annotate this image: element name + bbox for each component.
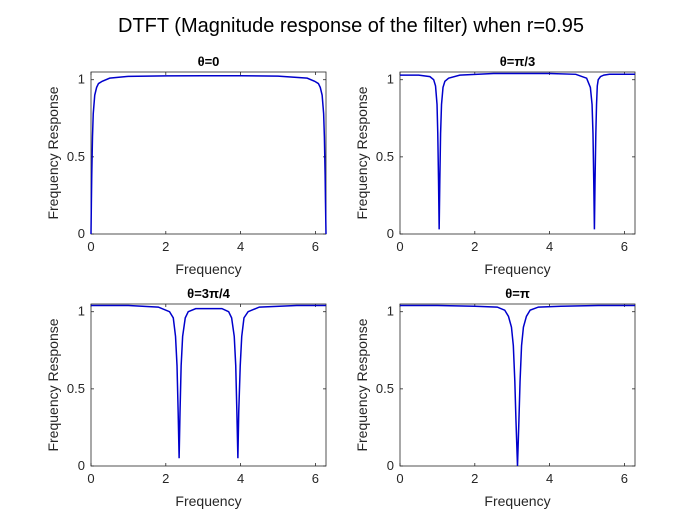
y-tick-label: 1	[78, 72, 85, 87]
subplot-4: θ=π 0 2 4 6 0 0.5 1 Frequency Frequency Response	[354, 286, 636, 509]
y-axis-label: Frequency Response	[45, 86, 61, 219]
x-tick-label: 6	[312, 239, 319, 254]
y-tick-label: 0	[387, 458, 394, 473]
axes-frame	[90, 71, 327, 235]
y-axis-label: Frequency Response	[354, 86, 370, 219]
x-tick-label: 2	[162, 239, 169, 254]
y-tick-label: 0	[78, 226, 85, 241]
x-tick-label: 4	[237, 471, 244, 486]
x-tick-label: 4	[546, 239, 553, 254]
y-tick-label: 0.5	[376, 381, 394, 396]
subplot-title: θ=π	[505, 286, 530, 301]
x-axis-label: Frequency	[484, 493, 550, 509]
y-tick-label: 0.5	[67, 381, 85, 396]
x-tick-label: 0	[87, 239, 94, 254]
axes-frame	[399, 303, 636, 467]
subplot-3: θ=3π/4 0 2 4 6 0 0.5 1 Frequency Frequency Respon…	[45, 286, 327, 509]
x-tick-label: 6	[621, 471, 628, 486]
x-tick-label: 2	[162, 471, 169, 486]
magnitude-response-line	[400, 304, 635, 467]
axes-frame	[399, 71, 636, 235]
x-axis-label: Frequency	[175, 493, 241, 509]
x-tick-label: 4	[237, 239, 244, 254]
axes-frame	[90, 303, 327, 467]
x-tick-label: 2	[471, 471, 478, 486]
magnitude-response-line	[400, 72, 635, 230]
y-axis-label: Frequency Response	[354, 318, 370, 451]
figure-suptitle: DTFT (Magnitude response of the filter) …	[118, 15, 584, 37]
subplot-title: θ=π/3	[500, 54, 535, 69]
x-tick-label: 6	[312, 471, 319, 486]
y-tick-label: 1	[387, 304, 394, 319]
x-tick-label: 0	[396, 239, 403, 254]
magnitude-response-line	[90, 75, 327, 235]
subplot-1: θ=0 0 2 4 6 0 0.5 1 Frequency Frequency Response	[45, 54, 327, 277]
y-tick-label: 0.5	[67, 149, 85, 164]
x-tick-label: 2	[471, 239, 478, 254]
subplot-title: θ=0	[198, 54, 220, 69]
x-tick-label: 6	[621, 239, 628, 254]
magnitude-response-line	[91, 304, 326, 459]
y-tick-label: 0	[387, 226, 394, 241]
y-tick-label: 1	[387, 72, 394, 87]
y-axis-label: Frequency Response	[45, 318, 61, 451]
y-tick-label: 0	[78, 458, 85, 473]
x-tick-label: 0	[396, 471, 403, 486]
subplot-title: θ=3π/4	[187, 286, 230, 301]
x-tick-label: 4	[546, 471, 553, 486]
x-axis-label: Frequency	[175, 261, 241, 277]
y-tick-label: 0.5	[376, 149, 394, 164]
subplot-2: θ=π/3 0 2 4 6 0 0.5 1 Frequency Frequency Respons…	[354, 54, 636, 277]
x-axis-label: Frequency	[484, 261, 550, 277]
y-tick-label: 1	[78, 304, 85, 319]
x-tick-label: 0	[87, 471, 94, 486]
